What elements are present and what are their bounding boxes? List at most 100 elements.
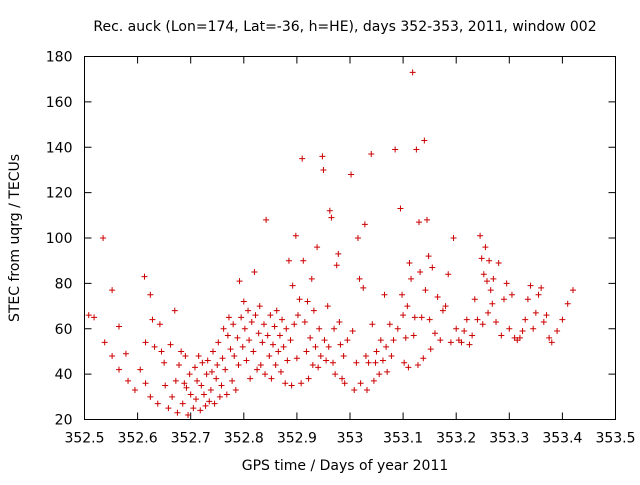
x-tick-label: 353.4 (542, 431, 582, 447)
data-point (554, 328, 561, 335)
data-point (337, 341, 344, 348)
data-point (356, 275, 363, 282)
data-point (181, 380, 188, 387)
data-point (427, 346, 434, 353)
data-point (116, 366, 123, 373)
data-point (328, 214, 335, 221)
y-tick-label: 180 (46, 50, 73, 66)
data-point (190, 405, 197, 412)
data-point (257, 362, 264, 369)
x-tick-label: 352.5 (64, 431, 104, 447)
data-point (210, 348, 217, 355)
data-point (250, 348, 257, 355)
data-point (235, 362, 242, 369)
data-point (223, 391, 230, 398)
data-point (516, 334, 523, 341)
data-point (307, 334, 314, 341)
data-point (414, 362, 421, 369)
data-point (365, 359, 372, 366)
data-point (384, 368, 391, 375)
data-point (527, 282, 534, 289)
data-point (372, 359, 379, 366)
data-point (397, 205, 404, 212)
data-point (409, 69, 416, 76)
y-tick-label: 160 (46, 95, 73, 111)
data-point (399, 291, 406, 298)
data-point (392, 146, 399, 153)
data-point (182, 352, 189, 359)
data-point (284, 357, 291, 364)
data-point (360, 284, 367, 291)
data-point (353, 359, 360, 366)
data-point (301, 318, 308, 325)
data-point (270, 341, 277, 348)
data-point (314, 244, 321, 251)
data-point (408, 275, 415, 282)
data-point (162, 382, 169, 389)
data-point (373, 348, 380, 355)
data-point (285, 257, 292, 264)
data-point (508, 291, 515, 298)
data-point (418, 314, 425, 321)
data-point (341, 380, 348, 387)
data-point (377, 337, 384, 344)
data-point (431, 330, 438, 337)
data-point (308, 275, 315, 282)
data-point (142, 339, 149, 346)
data-point (193, 396, 200, 403)
data-point (303, 348, 310, 355)
data-point (450, 235, 457, 241)
data-point (222, 366, 229, 373)
data-point (310, 307, 317, 314)
data-point (532, 309, 539, 316)
chart-title: Rec. auck (Lon=174, Lat=-36, h=HE), days… (93, 19, 596, 35)
x-tick-label: 352.6 (118, 431, 158, 447)
data-point (326, 207, 333, 214)
data-point (564, 300, 571, 307)
data-point (363, 387, 370, 394)
data-point (390, 337, 397, 344)
data-point (227, 346, 234, 353)
data-point (304, 298, 311, 305)
data-point (272, 362, 279, 369)
data-point (251, 269, 258, 276)
data-point (232, 387, 239, 394)
data-point (348, 171, 355, 178)
data-point (351, 387, 358, 394)
data-point (263, 216, 270, 223)
data-point (349, 328, 356, 335)
data-point (234, 334, 241, 341)
data-point (219, 355, 226, 362)
data-point (271, 323, 278, 330)
data-point (100, 235, 107, 241)
data-point (422, 287, 429, 294)
data-point (321, 337, 328, 344)
x-axis-ticks: 352.5 352.6 352.7 352.8 352.9 353 353.1 353.2 35… (64, 56, 636, 447)
data-point (161, 359, 168, 366)
data-point (149, 316, 156, 323)
data-point (238, 314, 245, 321)
data-point (218, 382, 225, 389)
data-point (482, 244, 489, 251)
data-point (500, 296, 507, 303)
data-point (474, 316, 481, 323)
data-point (101, 339, 108, 346)
data-point (530, 325, 537, 332)
data-point (300, 257, 307, 264)
data-point (254, 366, 261, 373)
data-point (252, 312, 259, 319)
data-point (215, 339, 222, 346)
x-tick-label: 352.7 (171, 431, 211, 447)
data-point (404, 303, 411, 310)
data-point (279, 316, 286, 323)
data-point (287, 337, 294, 344)
data-point (463, 316, 470, 323)
data-point (498, 332, 505, 339)
data-point (388, 352, 395, 359)
x-tick-label: 353.5 (595, 431, 635, 447)
data-point (165, 405, 172, 412)
data-point (91, 314, 98, 321)
data-point (316, 325, 323, 332)
data-point (176, 362, 183, 369)
data-point (243, 357, 250, 364)
